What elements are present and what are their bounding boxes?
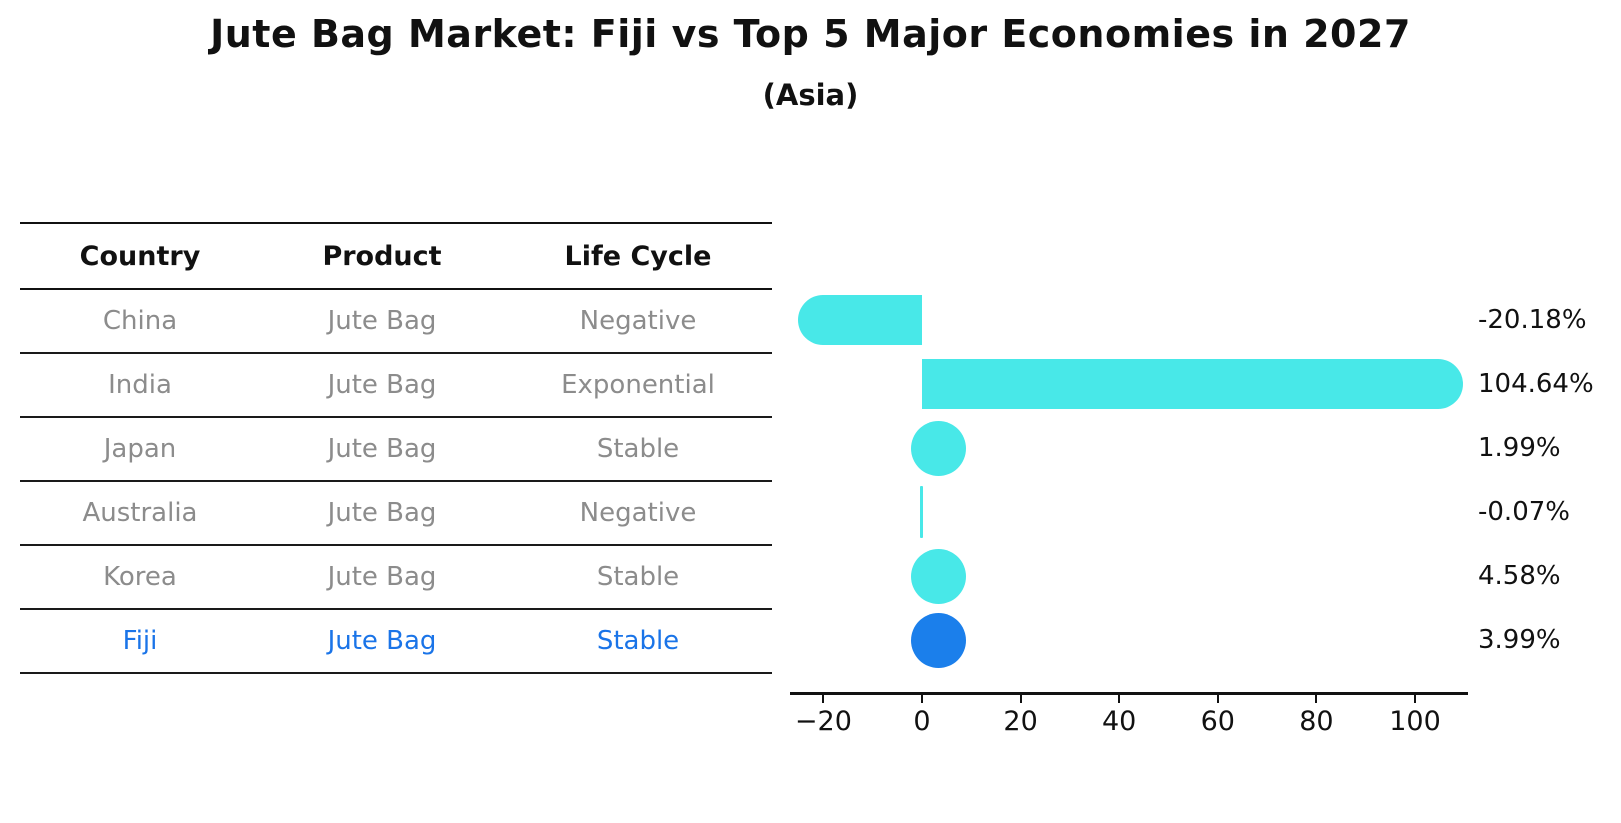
x-tick-label: 20 [1003,706,1038,737]
cell-life-cycle: Exponential [561,370,715,400]
x-tick-mark [822,694,825,703]
country-table: Country Product Life Cycle China Jute Ba… [20,222,772,674]
table-row-fiji: Fiji Jute Bag Stable [20,609,772,673]
cell-product: Jute Bag [327,434,437,464]
cell-product: Jute Bag [327,498,437,528]
value-label-india: 104.64% [1478,369,1594,399]
cell-life-cycle: Stable [596,562,680,592]
cell-product: Jute Bag [327,306,437,336]
cell-country: Fiji [122,626,158,656]
x-tick-mark [1216,694,1219,703]
table-row: Japan Jute Bag Stable [20,417,772,481]
cell-country: Australia [82,498,198,528]
table-row: Australia Jute Bag Negative [20,481,772,545]
column-header-life-cycle: Life Cycle [564,240,712,272]
value-label-korea: 4.58% [1478,561,1561,591]
bar-japan [911,420,966,476]
value-label-fiji: 3.99% [1478,625,1561,655]
x-tick-label: 80 [1299,706,1334,737]
x-tick-mark [1315,694,1318,703]
cell-country: Korea [103,562,177,592]
cell-country: China [102,306,178,336]
table-row: India Jute Bag Exponential [20,353,772,417]
value-label-japan: 1.99% [1478,433,1561,463]
x-tick-label: 60 [1200,706,1235,737]
cell-life-cycle: Stable [596,434,680,464]
x-tick-mark [1019,694,1022,703]
cell-product: Jute Bag [327,626,437,656]
bar-fiji [911,612,966,668]
bar-australia [920,486,923,538]
x-axis-line [790,692,1468,695]
x-tick-mark [1118,694,1121,703]
bar-china [797,295,922,345]
cell-country: Japan [103,434,177,464]
cell-life-cycle: Negative [579,306,697,336]
cell-life-cycle: Negative [579,498,697,528]
column-header-product: Product [322,240,442,272]
bar-korea [911,548,966,604]
value-label-australia: -0.07% [1478,497,1570,527]
page-subtitle: (Asia) [762,78,859,112]
bar-india [922,359,1463,409]
value-label-china: -20.18% [1478,305,1587,335]
page-title: Jute Bag Market: Fiji vs Top 5 Major Eco… [210,12,1411,56]
x-tick-mark [921,694,923,703]
x-tick-label: 100 [1389,706,1441,737]
table-header-row: Country Product Life Cycle [20,223,772,289]
x-tick-label: 40 [1102,706,1137,737]
column-header-country: Country [79,240,201,272]
table-row: Korea Jute Bag Stable [20,545,772,609]
cell-life-cycle: Stable [596,626,680,656]
cell-country: India [108,370,172,400]
cell-product: Jute Bag [327,370,437,400]
cell-product: Jute Bag [327,562,437,592]
x-tick-mark [1414,694,1416,703]
table-row: China Jute Bag Negative [20,289,772,353]
x-tick-label: 0 [913,706,931,737]
x-tick-label: −20 [794,706,852,737]
